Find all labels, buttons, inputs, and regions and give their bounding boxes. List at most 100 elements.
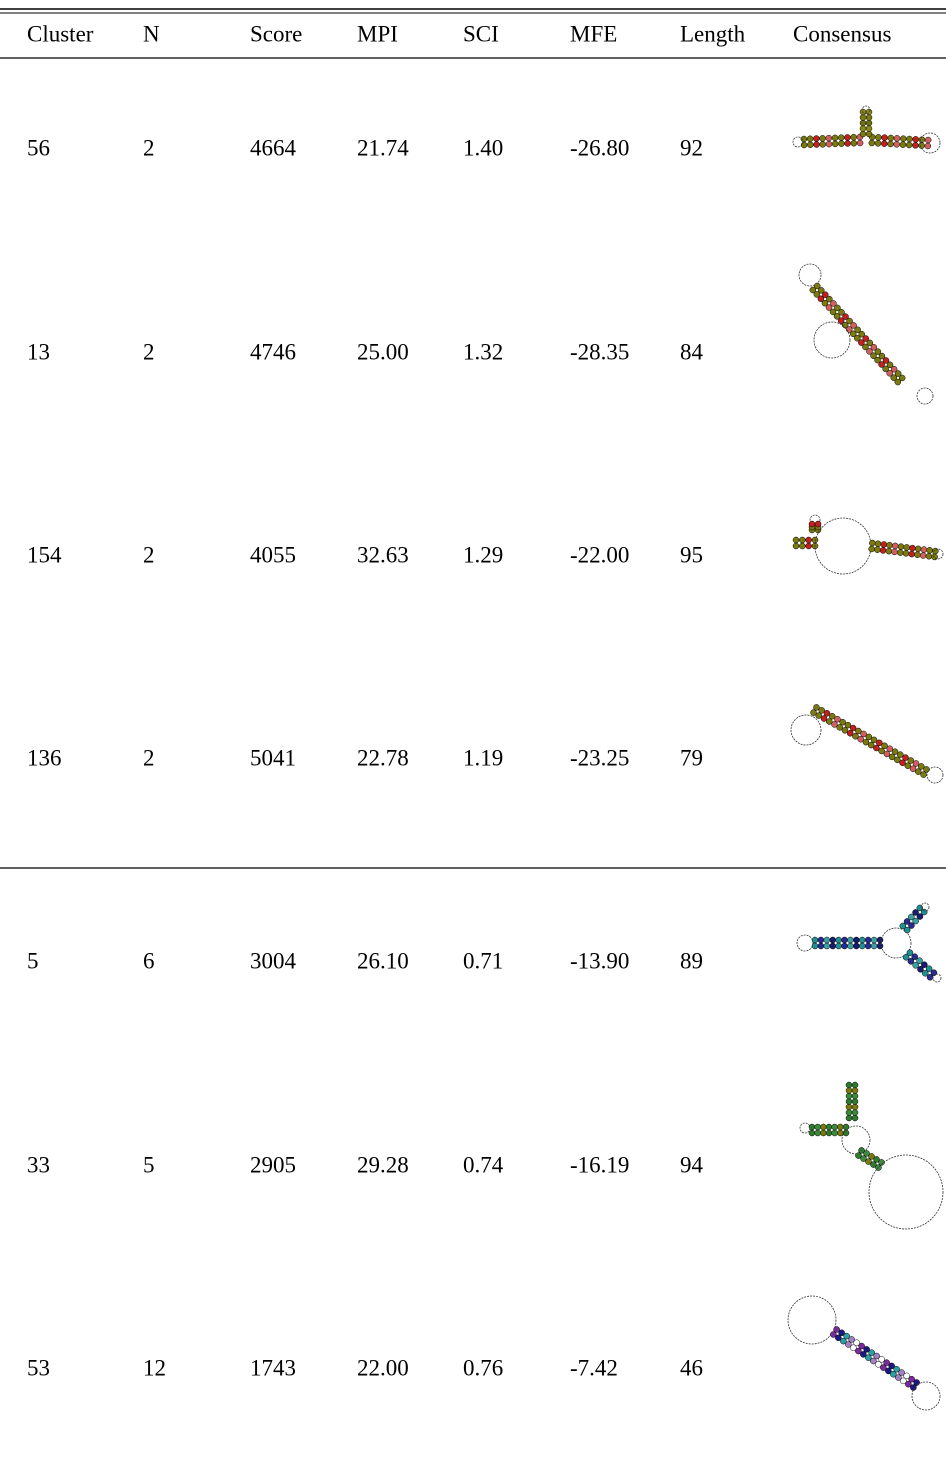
structure-base <box>861 731 867 737</box>
structure-base <box>845 722 851 728</box>
table-cell: 1.19 <box>463 745 503 770</box>
structure-base <box>809 1130 815 1136</box>
header-cell: Cluster <box>27 21 94 46</box>
structure-base <box>875 541 881 547</box>
structure-loop <box>917 388 933 404</box>
structure-base <box>919 143 925 149</box>
structure-base <box>837 1130 843 1136</box>
table-cell: 4664 <box>250 135 297 160</box>
structure-base <box>809 1124 815 1130</box>
structure-base <box>838 141 844 147</box>
structure-base <box>892 549 898 555</box>
structure-base <box>869 540 875 546</box>
structure-base <box>859 943 865 949</box>
structure-base <box>850 725 856 731</box>
structure-base <box>869 140 875 146</box>
structure-base <box>812 937 818 943</box>
structure-base <box>866 115 872 121</box>
table-cell: 12 <box>143 1355 166 1380</box>
table-cell: 2 <box>143 745 155 770</box>
table-cell: 1.32 <box>463 339 503 364</box>
structure-base <box>793 537 799 543</box>
header-cell: Length <box>680 21 746 46</box>
table-cell: 5 <box>27 948 39 973</box>
structure-base <box>921 547 927 553</box>
structure-base <box>852 1093 858 1099</box>
structure-base <box>820 135 826 141</box>
structure-loop <box>791 715 821 745</box>
table-cell: 4746 <box>250 339 296 364</box>
structure-base <box>903 550 909 556</box>
table-cell: 4055 <box>250 542 296 567</box>
table-page: ClusterNScoreMPISCIMFELengthConsensus562… <box>0 0 946 1476</box>
structure-base <box>865 943 871 949</box>
structure-loop <box>927 767 943 783</box>
structure-base <box>806 537 812 543</box>
table-cell: 22.00 <box>357 1355 409 1380</box>
structure-loop <box>800 1123 810 1133</box>
table-cell: 84 <box>680 339 704 364</box>
structure-base <box>894 135 900 141</box>
structure-base <box>932 554 938 560</box>
structure-base <box>912 142 918 148</box>
structure-base <box>906 136 912 142</box>
structure-loop <box>815 518 871 574</box>
structure-base <box>882 135 888 141</box>
structure-base <box>818 937 824 943</box>
table-cell: 2905 <box>250 1152 296 1177</box>
table-cell: 1743 <box>250 1355 296 1380</box>
structure-base <box>860 131 866 137</box>
structure-base <box>832 141 838 147</box>
structure-base <box>851 140 857 146</box>
structure-base <box>846 1099 852 1105</box>
structure-base <box>903 755 909 761</box>
table-cell: 53 <box>27 1355 50 1380</box>
structure-base <box>815 1130 821 1136</box>
structure-base <box>869 546 875 552</box>
structure-base <box>925 137 931 143</box>
structure-base <box>925 143 931 149</box>
structure-base <box>913 760 919 766</box>
structure-loop <box>788 1296 836 1344</box>
structure-base <box>900 136 906 142</box>
structure-base <box>877 943 883 949</box>
structure-base <box>852 1115 858 1121</box>
structure-base <box>918 763 924 769</box>
structure-base <box>865 937 871 943</box>
table-cell: -16.19 <box>570 1152 629 1177</box>
table-cell: 2 <box>143 135 155 160</box>
structure-base <box>842 937 848 943</box>
structure-loop <box>869 1155 943 1229</box>
structure-base <box>818 943 824 949</box>
structure-base <box>860 115 866 121</box>
structure-base <box>859 937 865 943</box>
table-cell: 3004 <box>250 948 297 973</box>
structure-base <box>815 521 821 527</box>
table-cell: -7.42 <box>570 1355 618 1380</box>
structure-base <box>836 943 842 949</box>
structure-base <box>799 543 805 549</box>
structure-base <box>799 537 805 543</box>
structure-base <box>838 135 844 141</box>
table-cell: 2 <box>143 339 155 364</box>
structure-base <box>888 141 894 147</box>
structure-base <box>844 134 850 140</box>
structure-base <box>897 550 903 556</box>
structure-base <box>894 141 900 147</box>
structure-base <box>826 1130 832 1136</box>
table-cell: 2 <box>143 542 155 567</box>
structure-base <box>908 758 914 764</box>
structure-base <box>915 546 921 552</box>
structure-base <box>824 937 830 943</box>
table-cell: 29.28 <box>357 1152 409 1177</box>
structure-base <box>840 719 846 725</box>
structure-base <box>820 1124 826 1130</box>
structure-base <box>813 704 819 710</box>
structure-base <box>809 521 815 527</box>
structure-base <box>826 1124 832 1130</box>
header-cell: Consensus <box>793 21 891 46</box>
structure-base <box>843 1124 849 1130</box>
structure-base <box>897 752 903 758</box>
structure-base <box>887 542 893 548</box>
structure-base <box>832 1124 838 1130</box>
